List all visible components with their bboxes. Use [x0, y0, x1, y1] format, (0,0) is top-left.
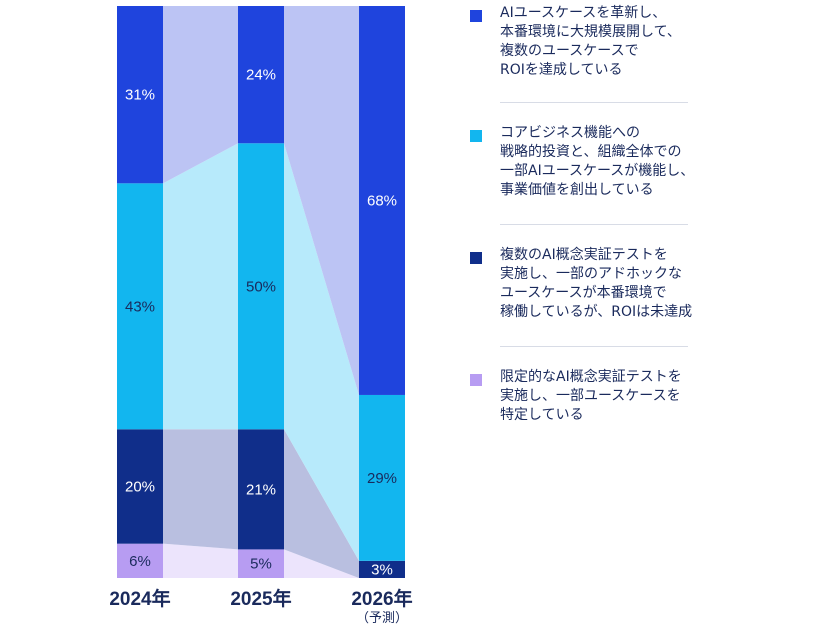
bar-segment: [238, 143, 284, 430]
category-label: 2025年: [230, 587, 291, 610]
legend-divider: [500, 346, 688, 347]
legend-label-innovate: AIユースケースを革新し、 本番環境に大規模展開して、 複数のユースケースで R…: [500, 5, 681, 78]
bar-segment: [238, 6, 284, 144]
legend-label-multiple-poc: 複数のAI概念実証テストを 実施し、一部のアドホックな ユースケースが本番環境で…: [500, 247, 693, 320]
connector-band: [284, 6, 359, 395]
data-label: 5%: [250, 556, 272, 573]
legend-label-strategic: コアビジネス機能への 戦略的投資と、組織全体での 一部AIユースケースが機能し、…: [500, 125, 695, 198]
bar-segment: [117, 6, 163, 184]
legend-swatch-innovate: [470, 10, 482, 22]
data-label: 50%: [246, 278, 276, 295]
data-label: 31%: [125, 87, 155, 104]
bar-segment: [238, 429, 284, 550]
bar-segment: [117, 429, 163, 544]
legend-divider: [500, 224, 688, 225]
category-label: 2026年: [351, 587, 412, 610]
legend-swatch-strategic: [470, 130, 482, 142]
bar-segment: [117, 183, 163, 430]
legend-swatch-limited-poc: [470, 374, 482, 386]
legend-label-limited-poc: 限定的なAI概念実証テストを 実施し、一部ユースケースを 特定している: [500, 369, 682, 423]
bar-segment: [359, 394, 405, 561]
data-label: 68%: [367, 192, 397, 209]
data-label: 3%: [371, 561, 393, 578]
data-label: 21%: [246, 481, 276, 498]
data-label: 43%: [125, 298, 155, 315]
connector-band: [163, 543, 238, 578]
bar-segment: [359, 560, 405, 578]
bar-segment: [117, 543, 163, 578]
connector-band: [163, 6, 238, 184]
category-label: 2024年: [109, 587, 170, 610]
bar-segment: [359, 6, 405, 395]
category-note: （予測）: [356, 611, 408, 626]
data-label: 6%: [129, 553, 151, 570]
data-label: 20%: [125, 478, 155, 495]
legend-divider: [500, 102, 688, 103]
connector-band: [284, 143, 359, 561]
legend-swatch-multiple-poc: [470, 252, 482, 264]
bar-segment: [238, 549, 284, 578]
connector-band: [163, 429, 238, 550]
connector-band: [284, 429, 359, 578]
connector-band: [163, 143, 238, 430]
stacked-bar-chart: 6% 20% 43% 31% 2024年 5% 21% 50% 24% 2025年 3% 29% 68%…: [109, 6, 413, 626]
data-label: 29%: [367, 470, 397, 487]
data-label: 24%: [246, 67, 276, 84]
